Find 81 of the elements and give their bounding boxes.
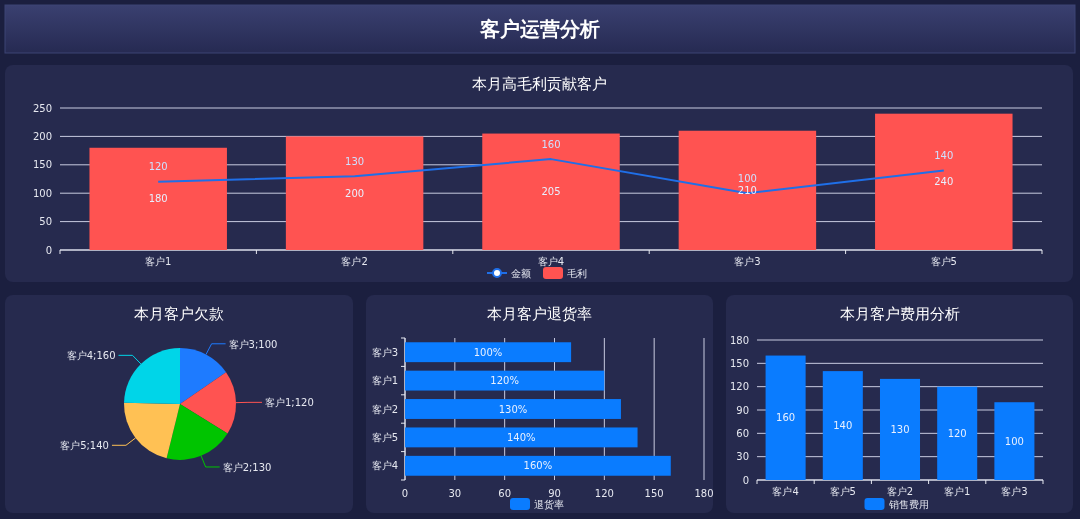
chart-title: 本月客户退货率: [487, 305, 592, 323]
bar: [405, 370, 605, 391]
bar: [678, 130, 817, 250]
legend-label: 毛利: [567, 267, 587, 279]
x-tick-label: 客户4: [772, 485, 799, 497]
y-tick-label: 100: [32, 187, 52, 199]
legend-label: 退货率: [534, 498, 564, 510]
text: 客户运营分析: [479, 17, 600, 41]
data-label: 240: [934, 176, 954, 188]
bar: [405, 399, 621, 419]
y-tick-label: 150: [729, 357, 749, 369]
x-tick-label: 客户5: [829, 485, 856, 497]
bar: [879, 378, 921, 480]
x-tick-label: 客户2: [886, 485, 914, 497]
x-tick-label: 150: [644, 487, 664, 499]
x-tick-label: 120: [594, 487, 614, 499]
x-tick-label: 60: [498, 487, 512, 499]
x-tick-label: 客户1: [145, 255, 172, 267]
data-label: 客户5;140: [60, 439, 109, 451]
bar: [822, 371, 863, 480]
x-tick-label: 30: [448, 487, 462, 499]
bar: [405, 455, 671, 476]
data-label: 200: [345, 187, 365, 199]
bar: [482, 133, 620, 250]
y-tick-label: 180: [729, 334, 749, 346]
x-tick-label: 客户2: [341, 255, 368, 267]
y-tick-label: 客户4: [371, 460, 398, 472]
y-tick-label: 60: [736, 427, 749, 439]
x-tick-label: 90: [548, 487, 561, 499]
y-tick-label: 客户2: [371, 403, 398, 415]
chart-title: 本月高毛利贡献客户: [471, 75, 607, 93]
data-label: 180: [148, 193, 168, 205]
y-tick-label: 客户3: [371, 346, 398, 358]
x-tick-label: 客户3: [1001, 485, 1028, 497]
x-tick-label: 客户5: [930, 255, 957, 267]
y-tick-label: 0: [45, 244, 52, 256]
data-label: 130%: [498, 403, 528, 415]
bar: [937, 386, 978, 480]
y-tick-label: 90: [736, 404, 749, 416]
data-label: 客户2;130: [222, 461, 272, 473]
data-label: 160: [541, 138, 561, 150]
bar: [875, 113, 1013, 250]
y-tick-label: 客户1: [371, 375, 398, 387]
x-tick-label: 客户4: [537, 255, 565, 267]
data-label: 120%: [490, 375, 519, 387]
y-tick-label: 30: [736, 451, 749, 463]
y-tick-label: 200: [32, 130, 52, 142]
x-tick-label: 客户1: [944, 485, 971, 497]
data-label: 130: [890, 423, 910, 435]
bar: [405, 427, 638, 448]
y-tick-label: 客户5: [371, 431, 398, 443]
data-label: 205: [541, 186, 561, 198]
bar: [285, 136, 424, 250]
data-label: 客户4;160: [66, 349, 116, 361]
bar: [89, 147, 227, 250]
data-label: 120: [148, 161, 168, 173]
x-tick-label: 0: [401, 487, 409, 499]
data-label: 120: [947, 427, 967, 439]
data-label: 100: [1004, 435, 1024, 447]
data-label: 140%: [506, 431, 536, 443]
chart-title: 本月客户欠款: [134, 305, 224, 323]
bar: [765, 355, 806, 480]
data-label: 140: [833, 420, 853, 432]
data-label: 客户1;120: [264, 396, 314, 408]
x-tick-label: 180: [694, 487, 714, 499]
bar: [405, 342, 572, 363]
data-label: 客户3;100: [228, 338, 278, 350]
bar: [994, 402, 1035, 480]
chart-title: 本月客户费用分析: [839, 305, 960, 323]
data-label: 100%: [473, 346, 503, 358]
legend-label: 金额: [511, 267, 531, 279]
legend-label: 销售费用: [887, 498, 929, 510]
y-tick-label: 50: [39, 216, 52, 228]
data-label: 160%: [523, 460, 553, 472]
data-label: 130: [345, 155, 365, 167]
y-tick-label: 120: [729, 381, 749, 393]
y-tick-label: 0: [742, 474, 749, 486]
data-label: 160: [776, 412, 796, 424]
y-tick-label: 150: [32, 159, 52, 171]
data-label: 140: [934, 149, 954, 161]
y-tick-label: 250: [32, 102, 52, 114]
